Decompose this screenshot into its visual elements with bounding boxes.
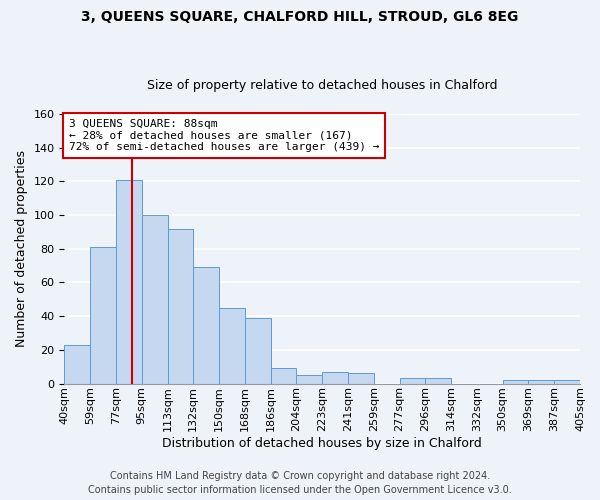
Bar (142, 215, 167, 384)
Y-axis label: Number of detached properties: Number of detached properties (15, 150, 28, 348)
Bar (503, 380, 529, 384)
Bar (322, 372, 348, 384)
Bar (90, 247, 116, 384)
Bar (296, 375, 322, 384)
Text: 3, QUEENS SQUARE, CHALFORD HILL, STROUD, GL6 8EG: 3, QUEENS SQUARE, CHALFORD HILL, STROUD,… (82, 10, 518, 24)
Bar (219, 308, 245, 384)
X-axis label: Distribution of detached houses by size in Chalford: Distribution of detached houses by size … (163, 437, 482, 450)
Bar (554, 380, 580, 384)
Bar (193, 268, 219, 384)
Bar (167, 228, 193, 384)
Bar (64, 345, 90, 384)
Bar (245, 318, 271, 384)
Bar (529, 380, 554, 384)
Text: 3 QUEENS SQUARE: 88sqm
← 28% of detached houses are smaller (167)
72% of semi-de: 3 QUEENS SQUARE: 88sqm ← 28% of detached… (69, 119, 380, 152)
Title: Size of property relative to detached houses in Chalford: Size of property relative to detached ho… (147, 79, 497, 92)
Bar (400, 378, 425, 384)
Bar (348, 374, 374, 384)
Bar (116, 180, 142, 384)
Text: Contains HM Land Registry data © Crown copyright and database right 2024.
Contai: Contains HM Land Registry data © Crown c… (88, 471, 512, 495)
Bar (425, 378, 451, 384)
Bar (271, 368, 296, 384)
